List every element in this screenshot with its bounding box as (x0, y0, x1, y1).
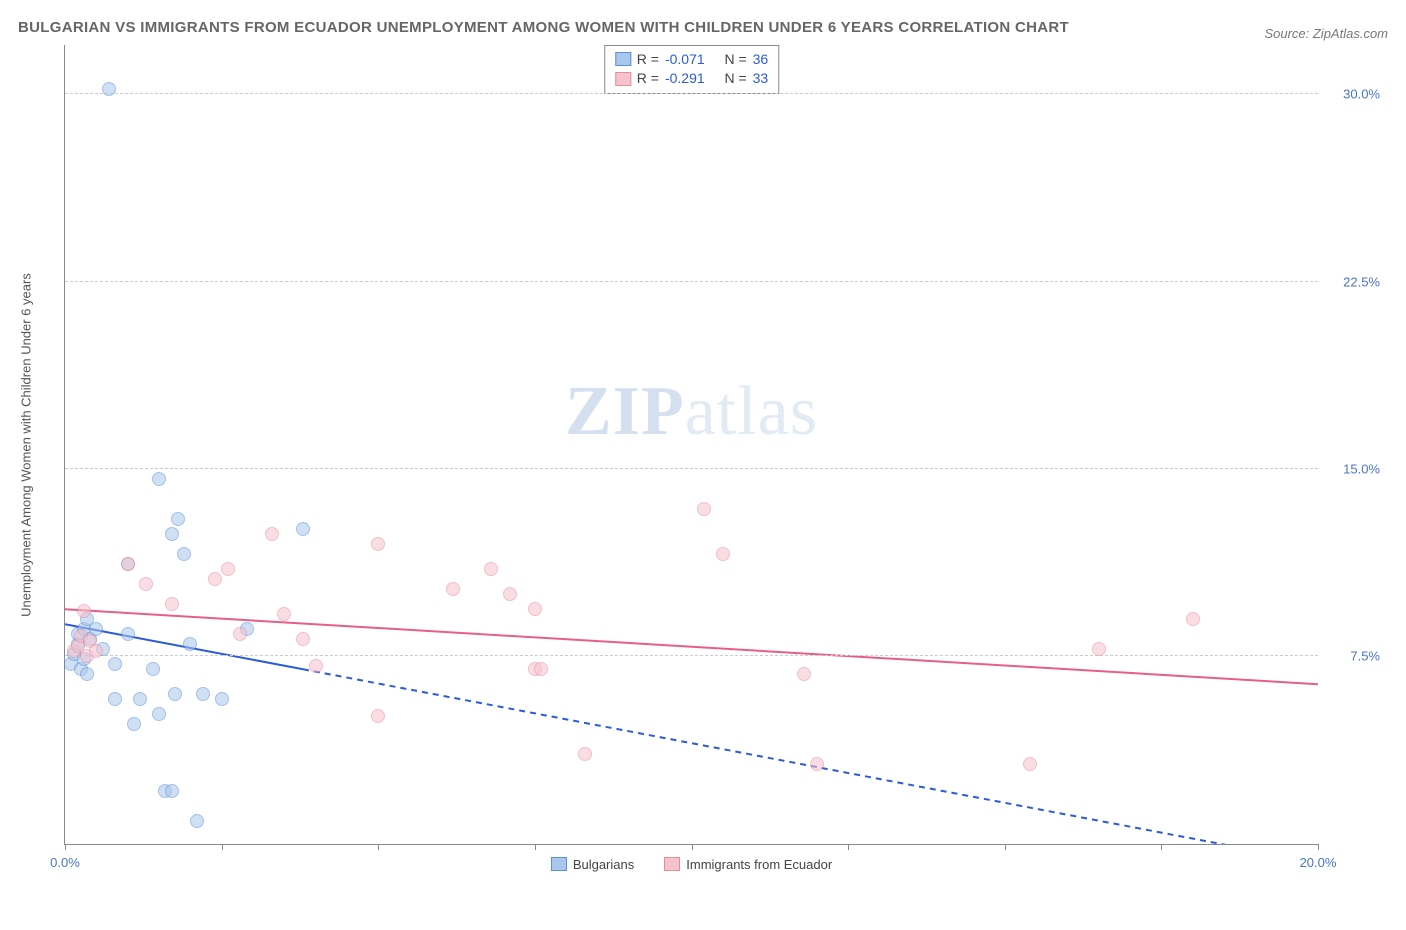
data-point (296, 522, 310, 536)
data-point (190, 814, 204, 828)
data-point (139, 577, 153, 591)
data-point (371, 709, 385, 723)
data-point (208, 572, 222, 586)
chart-title: BULGARIAN VS IMMIGRANTS FROM ECUADOR UNE… (18, 15, 1069, 41)
data-point (77, 604, 91, 618)
data-point (196, 687, 210, 701)
data-point (265, 527, 279, 541)
x-tick-label: 20.0% (1300, 855, 1337, 870)
scatter-plot: ZIPatlas R =-0.071 N =36R =-0.291 N =33 … (64, 45, 1318, 845)
stats-row: R = -0.291 N = 33 (615, 69, 768, 89)
data-point (528, 602, 542, 616)
data-point (121, 557, 135, 571)
source-attribution: Source: ZipAtlas.com (1264, 26, 1388, 41)
y-tick-label: 30.0% (1343, 87, 1380, 102)
y-tick-label: 15.0% (1343, 461, 1380, 476)
legend-label: Bulgarians (573, 857, 634, 872)
data-point (146, 662, 160, 676)
series-swatch (615, 72, 631, 86)
data-point (371, 537, 385, 551)
data-point (215, 692, 229, 706)
data-point (233, 627, 247, 641)
data-point (1186, 612, 1200, 626)
r-label: R = (637, 69, 659, 89)
trend-line (303, 669, 1287, 844)
data-point (484, 562, 498, 576)
data-point (152, 707, 166, 721)
data-point (534, 662, 548, 676)
legend-label: Immigrants from Ecuador (686, 857, 832, 872)
x-tick (65, 844, 66, 850)
data-point (121, 627, 135, 641)
chart-container: Unemployment Among Women with Children U… (18, 45, 1388, 845)
trend-lines (65, 45, 1318, 844)
legend-item: Immigrants from Ecuador (664, 857, 832, 872)
data-point (168, 687, 182, 701)
y-axis-label: Unemployment Among Women with Children U… (19, 273, 34, 617)
data-point (108, 657, 122, 671)
data-point (108, 692, 122, 706)
watermark-atlas: atlas (685, 373, 818, 450)
n-label: N = (724, 69, 746, 89)
gridline (65, 655, 1318, 656)
x-tick (535, 844, 536, 850)
data-point (165, 597, 179, 611)
header: BULGARIAN VS IMMIGRANTS FROM ECUADOR UNE… (18, 15, 1388, 41)
y-tick-label: 7.5% (1350, 649, 1380, 664)
data-point (797, 667, 811, 681)
data-point (89, 644, 103, 658)
data-point (578, 747, 592, 761)
n-value: 36 (753, 50, 769, 70)
n-label: N = (724, 50, 746, 70)
data-point (102, 82, 116, 96)
data-point (165, 527, 179, 541)
y-tick-label: 22.5% (1343, 274, 1380, 289)
gridline (65, 281, 1318, 282)
watermark: ZIPatlas (565, 372, 818, 452)
gridline (65, 93, 1318, 94)
r-value: -0.071 (665, 50, 705, 70)
stats-row: R = -0.071 N = 36 (615, 50, 768, 70)
data-point (697, 502, 711, 516)
data-point (221, 562, 235, 576)
x-tick (222, 844, 223, 850)
trend-line (65, 609, 1318, 684)
data-point (309, 659, 323, 673)
data-point (133, 692, 147, 706)
data-point (277, 607, 291, 621)
data-point (446, 582, 460, 596)
r-label: R = (637, 50, 659, 70)
data-point (80, 667, 94, 681)
x-tick (848, 844, 849, 850)
data-point (177, 547, 191, 561)
data-point (1092, 642, 1106, 656)
legend-item: Bulgarians (551, 857, 634, 872)
data-point (152, 472, 166, 486)
x-tick (1161, 844, 1162, 850)
series-swatch (615, 52, 631, 66)
data-point (1023, 757, 1037, 771)
data-point (810, 757, 824, 771)
legend-swatch (551, 857, 567, 871)
x-tick-label: 0.0% (50, 855, 80, 870)
r-value: -0.291 (665, 69, 705, 89)
data-point (171, 512, 185, 526)
watermark-zip: ZIP (565, 373, 685, 450)
data-point (503, 587, 517, 601)
data-point (127, 717, 141, 731)
data-point (183, 637, 197, 651)
x-tick (692, 844, 693, 850)
gridline (65, 468, 1318, 469)
legend-swatch (664, 857, 680, 871)
x-tick (1005, 844, 1006, 850)
data-point (165, 784, 179, 798)
n-value: 33 (753, 69, 769, 89)
data-point (296, 632, 310, 646)
x-tick (378, 844, 379, 850)
stats-box: R = -0.071 N = 36 R = -0.291 N = 33 (604, 45, 779, 94)
x-tick (1318, 844, 1319, 850)
data-point (716, 547, 730, 561)
legend: Bulgarians Immigrants from Ecuador (65, 857, 1318, 872)
